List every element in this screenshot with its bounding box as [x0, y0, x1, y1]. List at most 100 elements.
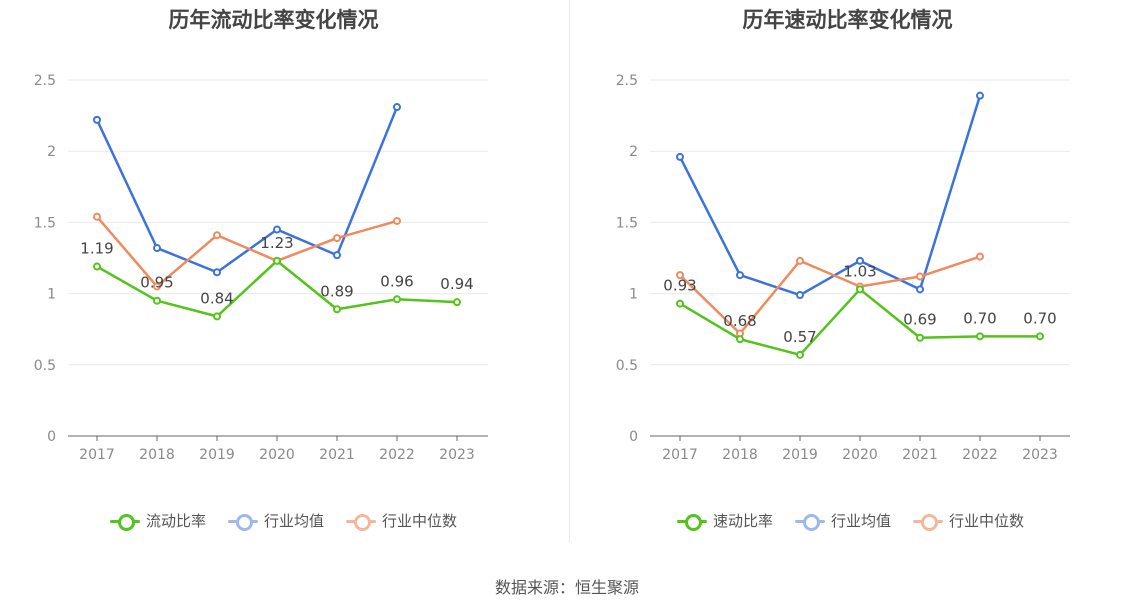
series-line-average	[95, 106, 399, 274]
data-point-median	[213, 231, 221, 240]
data-point-average	[273, 225, 281, 234]
data-point-median	[676, 271, 684, 280]
data-point-company	[976, 332, 984, 341]
data-point-company	[916, 333, 924, 342]
data-point-company	[153, 296, 161, 305]
quick-ratio-chart-panel: 历年速动比率变化情况 0 0.5 1 1.5 2 2.5 2017 2018 2019 2020 2…	[567, 0, 1134, 560]
current-ratio-chart-panel: 历年流动比率变化情况 0 0.5 1 1.5 2 2.5 2017 2018 2019 2020 2…	[0, 0, 567, 560]
data-point-median	[93, 212, 101, 221]
data-label: 0.69	[903, 311, 936, 329]
y-tick-label: 2	[629, 144, 638, 160]
quick-ratio-chart: 0 0.5 1 1.5 2 2.5 2017 2018 2019 2020 2021 2022 2023…	[616, 73, 1070, 463]
data-point-company	[333, 305, 341, 314]
x-tick-label: 2019	[199, 447, 235, 463]
data-point-median	[976, 252, 984, 261]
data-label: 0.70	[963, 309, 996, 327]
legend-line-circle-icon	[794, 511, 825, 531]
data-label: 0.70	[1023, 309, 1056, 327]
y-tick-label: 0	[629, 429, 638, 445]
data-point-median	[916, 272, 924, 281]
data-point-company	[856, 285, 864, 294]
chart-title: 历年速动比率变化情况	[742, 8, 953, 32]
legend-label: 行业均值	[263, 512, 324, 530]
x-tick-label: 2023	[439, 447, 475, 463]
data-point-average	[213, 268, 221, 277]
data-point-average	[916, 285, 924, 294]
data-point-average	[153, 244, 161, 253]
data-point-company	[213, 312, 221, 321]
legend: 流动比率 行业均值 行业中位数	[0, 510, 567, 531]
series-line-median	[96, 215, 398, 288]
data-label: 0.93	[663, 277, 696, 295]
legend-label: 速动比率	[712, 512, 773, 530]
data-point-company	[796, 350, 804, 359]
data-point-company	[736, 335, 744, 344]
y-tick-label: 1	[629, 287, 638, 303]
legend-label: 行业中位数	[382, 512, 458, 530]
y-tick-label: 0.5	[616, 358, 638, 374]
legend-item-industry-average[interactable]: 行业均值	[794, 510, 891, 531]
y-tick-label: 0	[47, 429, 56, 445]
y-tick-label: 1	[47, 287, 56, 303]
legend-item-industry-median[interactable]: 行业中位数	[346, 510, 457, 531]
x-tick-label: 2020	[259, 447, 295, 463]
x-tick-label: 2018	[139, 447, 175, 463]
data-label: 0.57	[783, 328, 816, 346]
x-tick-label: 2020	[842, 447, 878, 463]
data-point-average	[856, 256, 864, 265]
legend-line-circle-icon	[227, 511, 258, 531]
data-label: 0.68	[723, 312, 756, 330]
x-tick-label: 2017	[79, 447, 115, 463]
legend-line-circle-icon	[346, 511, 376, 531]
legend-line-circle-icon	[676, 511, 707, 531]
series-line-average	[678, 95, 982, 297]
legend-label: 流动比率	[145, 512, 206, 530]
data-label: 1.23	[260, 234, 293, 252]
x-tick-label: 2019	[782, 447, 818, 463]
y-tick-label: 2.5	[34, 73, 56, 89]
legend-label: 行业均值	[830, 512, 891, 530]
data-label: 0.84	[200, 289, 233, 307]
data-point-average	[796, 291, 804, 300]
legend-item-industry-median[interactable]: 行业中位数	[913, 510, 1024, 531]
data-point-average	[676, 152, 684, 161]
panel-divider	[569, 0, 570, 542]
chart-title: 历年流动比率变化情况	[168, 8, 379, 32]
x-tick-label: 2018	[722, 447, 758, 463]
y-tick-label: 1.5	[34, 215, 56, 231]
legend-line-circle-icon	[913, 511, 943, 531]
data-point-average	[393, 103, 401, 112]
legend-item-industry-average[interactable]: 行业均值	[227, 510, 324, 531]
x-tick-label: 2023	[1022, 447, 1058, 463]
data-point-average	[93, 115, 101, 124]
y-tick-label: 2	[47, 144, 56, 160]
data-point-company	[393, 295, 401, 304]
legend: 速动比率 行业均值 行业中位数	[567, 510, 1134, 531]
legend-item-current-ratio[interactable]: 流动比率	[109, 510, 206, 531]
data-point-median	[333, 234, 341, 243]
y-tick-label: 1.5	[616, 215, 638, 231]
data-label: 0.96	[380, 272, 413, 290]
data-label: 1.19	[80, 240, 113, 258]
data-point-average	[976, 91, 984, 100]
x-tick-label: 2021	[902, 447, 938, 463]
legend-line-circle-icon	[109, 511, 140, 531]
data-point-median	[153, 282, 161, 291]
x-tick-label: 2022	[379, 447, 415, 463]
data-point-company	[453, 298, 461, 307]
x-tick-label: 2022	[962, 447, 998, 463]
legend-item-quick-ratio[interactable]: 速动比率	[676, 510, 773, 531]
legend-label: 行业中位数	[949, 512, 1025, 530]
data-point-company	[273, 256, 281, 265]
data-point-median	[796, 256, 804, 265]
data-label: 0.89	[320, 282, 353, 300]
data-label: 0.94	[440, 275, 473, 293]
data-point-median	[393, 216, 401, 225]
series-line-median	[679, 255, 981, 335]
data-source-note: 数据来源：恒生聚源	[494, 578, 639, 597]
data-point-company	[1036, 332, 1044, 341]
current-ratio-chart: 0 0.5 1 1.5 2 2.5 2017 2018 2019 2020 2021 2022 2023…	[34, 73, 488, 463]
data-label: 0.95	[140, 274, 173, 292]
y-tick-label: 0.5	[34, 358, 56, 374]
data-point-average	[333, 251, 341, 260]
